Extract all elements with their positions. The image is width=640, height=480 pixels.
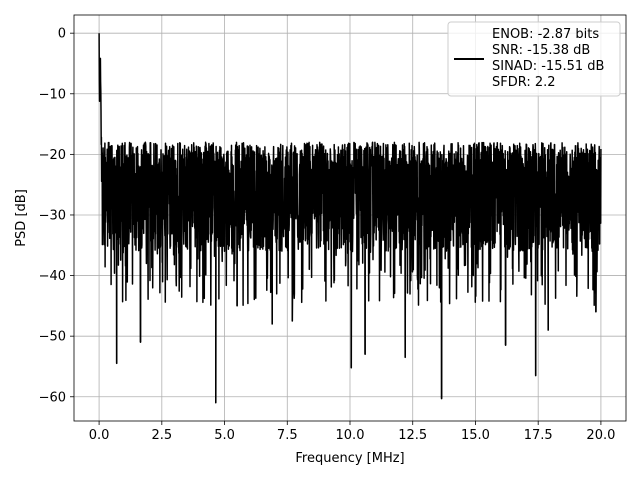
- psd-series-line: [98, 33, 602, 404]
- legend-sinad: SINAD: -15.51 dB: [492, 59, 604, 74]
- y-tick-label: −20: [39, 148, 66, 163]
- x-tick-label: 10.0: [336, 428, 365, 443]
- y-tick-label: −10: [39, 87, 66, 102]
- y-tick-label: −60: [39, 390, 66, 405]
- y-tick-label: −50: [39, 330, 66, 345]
- legend: ENOB: -2.87 bits SNR: -15.38 dB SINAD: -…: [447, 21, 621, 97]
- x-axis-label: Frequency [MHz]: [295, 451, 404, 466]
- x-tick-label: 5.0: [214, 428, 235, 443]
- legend-box: [447, 21, 621, 97]
- x-tick-label: 2.5: [151, 428, 172, 443]
- x-tick-label: 7.5: [277, 428, 298, 443]
- legend-snr: SNR: -15.38 dB: [492, 43, 590, 58]
- legend-enob: ENOB: -2.87 bits: [492, 27, 599, 42]
- tick-layer: 0.0 2.5 5.0 7.5 10.0 12.5 15.0 17.5 20.0 0 −10 −20 −…: [39, 27, 616, 443]
- y-axis-label: PSD [dB]: [14, 189, 29, 247]
- x-tick-label: 20.0: [586, 428, 615, 443]
- legend-sfdr: SFDR: 2.2: [492, 75, 556, 90]
- x-tick-label: 15.0: [461, 428, 490, 443]
- data-layer: [98, 33, 602, 404]
- y-tick-label: −40: [39, 269, 66, 284]
- y-tick-label: −30: [39, 208, 66, 223]
- axes-frame: [73, 14, 627, 422]
- x-tick-label: 17.5: [524, 428, 553, 443]
- x-tick-label: 12.5: [398, 428, 427, 443]
- y-tick-label: 0: [58, 27, 66, 42]
- x-tick-label: 0.0: [89, 428, 110, 443]
